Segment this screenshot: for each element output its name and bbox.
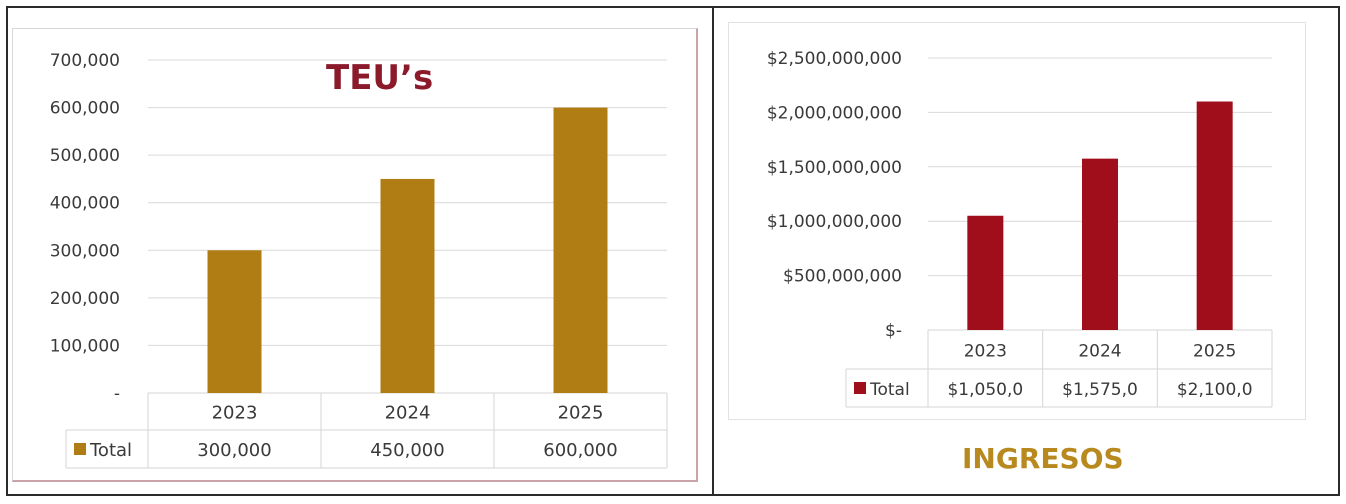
teu-y-tick-label: 700,000 [50,51,120,71]
ingresos-chart-panel [728,22,1306,420]
ingresos-category-label: 2023 [964,342,1007,362]
ingresos-category-label: 2024 [1078,342,1121,362]
teu-bar-2024 [380,178,435,393]
ingresos-bar-2025 [1196,101,1233,331]
ingresos-bar-2023 [967,215,1004,330]
teu-y-tick-label: 300,000 [50,241,120,261]
teu-legend-swatch [74,443,86,455]
teu-y-tick-label: 100,000 [50,336,120,356]
ingresos-table-value: $1,575,0 [1062,380,1138,400]
teu-category-label: 2023 [212,403,258,424]
panel-divider [712,6,714,496]
teu-legend-label: Total [89,440,132,461]
ingresos-category-label: 2025 [1193,342,1236,362]
ingresos-y-tick-label: $- [885,321,902,341]
ingresos-y-tick-label: $1,000,000,000 [767,212,902,232]
ingresos-table-value: $1,050,0 [947,380,1023,400]
teu-y-tick-label: 400,000 [50,194,120,214]
teu-bar-2025 [553,107,608,394]
teu-y-tick-label: 500,000 [50,146,120,166]
ingresos-chart-title: INGRESOS [962,442,1124,475]
teu-table-value: 600,000 [543,440,617,461]
teu-y-tick-label: 200,000 [50,289,120,309]
ingresos-y-tick-label: $500,000,000 [783,267,902,287]
teu-y-tick-label: 600,000 [50,99,120,119]
ingresos-y-tick-label: $1,500,000,000 [767,158,902,178]
ingresos-legend-swatch [854,382,866,394]
ingresos-bar-2024 [1082,158,1118,330]
teu-category-label: 2025 [558,403,604,424]
ingresos-table-value: $2,100,0 [1177,380,1253,400]
ingresos-y-tick-label: $2,500,000,000 [767,49,902,69]
ingresos-legend-label: Total [869,380,910,400]
teu-chart-title: TEU’s [326,58,434,98]
teu-table-value: 450,000 [370,440,444,461]
teu-bar-2023 [207,250,262,393]
teu-category-label: 2024 [385,403,431,424]
teu-table-value: 300,000 [197,440,271,461]
outer-frame [6,6,1340,496]
ingresos-y-tick-label: $2,000,000,000 [767,103,902,123]
teu-y-tick-label: - [114,384,120,404]
teu-chart-panel [12,28,698,482]
